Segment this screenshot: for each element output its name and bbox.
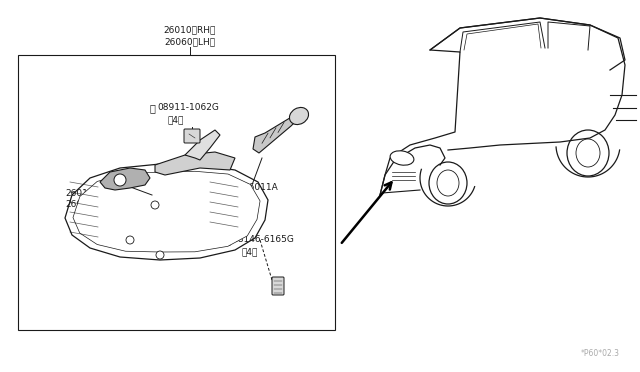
Polygon shape xyxy=(185,130,220,160)
Bar xyxy=(18,55,335,330)
Text: Ⓝ: Ⓝ xyxy=(149,103,155,113)
Text: 26012〈LH〉: 26012〈LH〉 xyxy=(65,199,116,208)
Ellipse shape xyxy=(437,170,459,196)
Ellipse shape xyxy=(390,151,414,165)
Text: （4）: （4） xyxy=(242,247,259,257)
Ellipse shape xyxy=(567,130,609,176)
Text: （4）: （4） xyxy=(168,115,184,125)
Ellipse shape xyxy=(576,139,600,167)
Polygon shape xyxy=(253,110,303,153)
Circle shape xyxy=(126,236,134,244)
Polygon shape xyxy=(65,164,268,260)
Circle shape xyxy=(156,251,164,259)
Polygon shape xyxy=(155,152,235,175)
Circle shape xyxy=(151,201,159,209)
FancyBboxPatch shape xyxy=(272,277,284,295)
Text: 26011〈RH〉: 26011〈RH〉 xyxy=(65,189,117,198)
Ellipse shape xyxy=(289,108,308,125)
Ellipse shape xyxy=(429,162,467,204)
FancyBboxPatch shape xyxy=(184,129,200,143)
Text: 08146-6165G: 08146-6165G xyxy=(232,235,294,244)
Text: 26011A: 26011A xyxy=(243,183,278,192)
Circle shape xyxy=(114,174,126,186)
Polygon shape xyxy=(100,168,150,190)
Polygon shape xyxy=(73,171,260,252)
Text: 26060〈LH〉: 26060〈LH〉 xyxy=(164,38,216,46)
Text: 08911-1062G: 08911-1062G xyxy=(157,103,219,112)
Text: *P60*02.3: *P60*02.3 xyxy=(581,349,620,358)
Text: Ⓑ: Ⓑ xyxy=(224,235,230,245)
Text: 26010〈RH〉: 26010〈RH〉 xyxy=(164,26,216,35)
